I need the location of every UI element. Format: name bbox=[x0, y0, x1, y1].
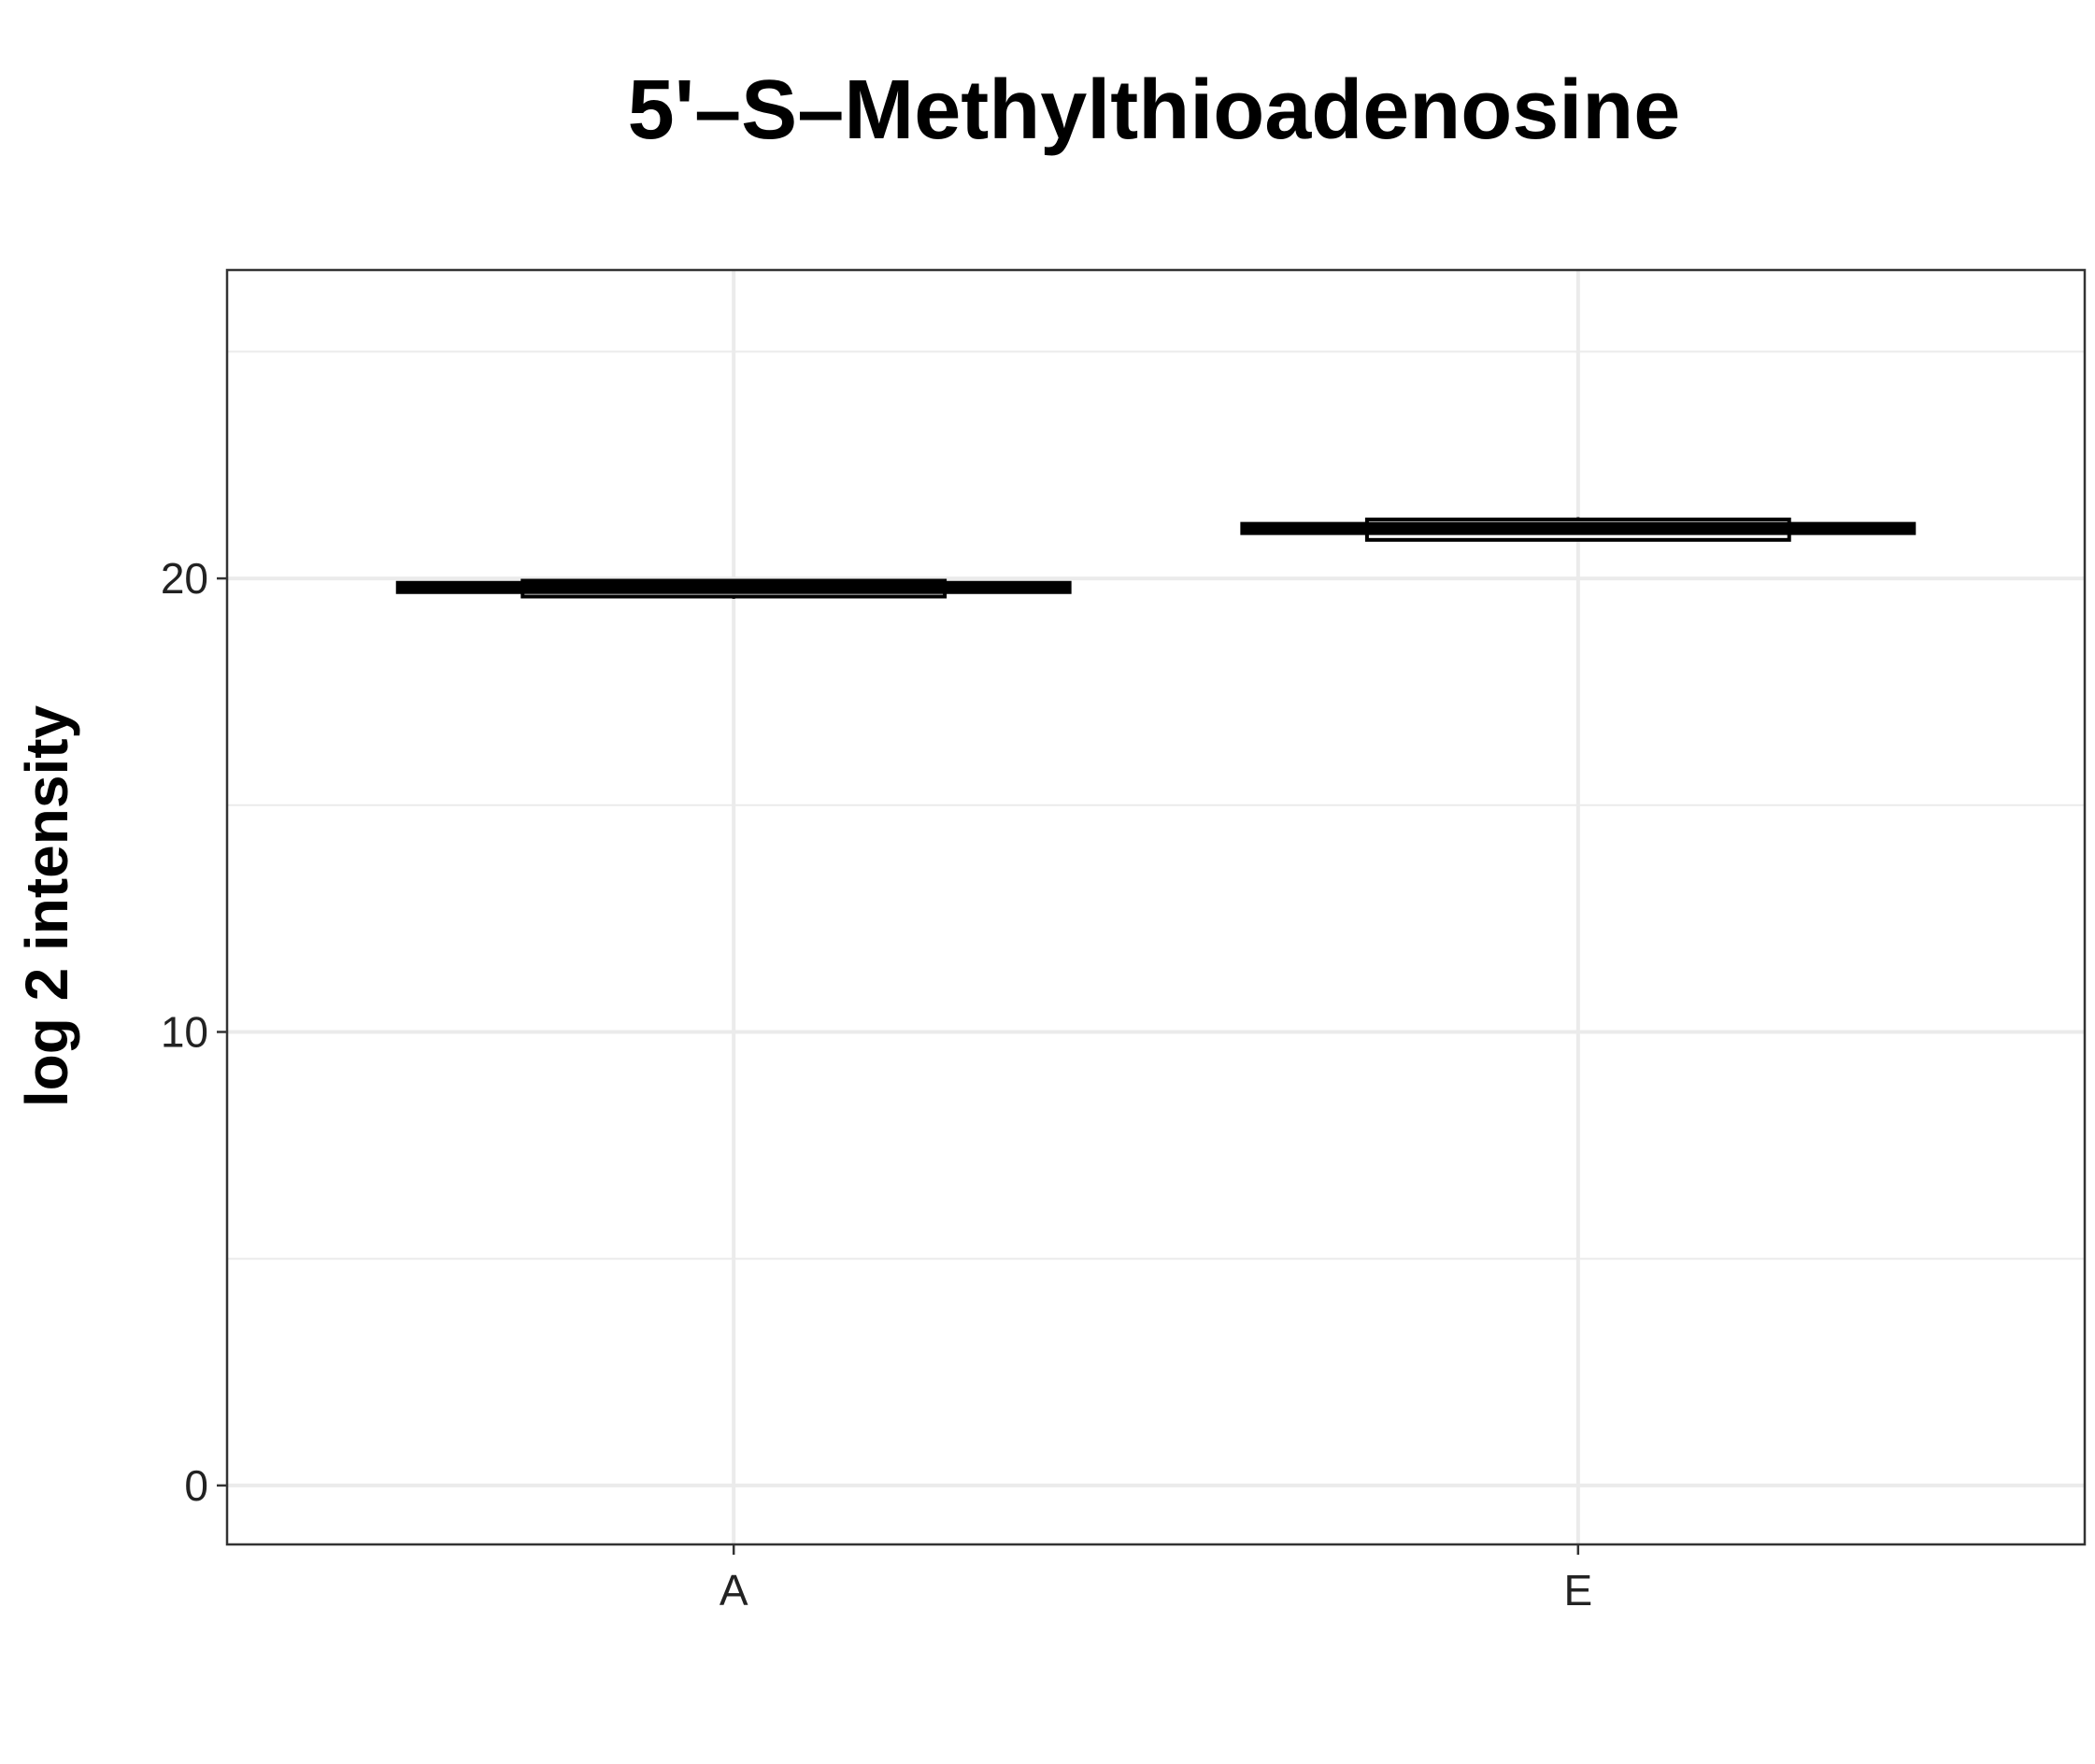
y-tick-label: 0 bbox=[184, 1461, 208, 1510]
plot-panel-border bbox=[225, 268, 2087, 1546]
x-tick-label: A bbox=[720, 1566, 748, 1615]
box-E bbox=[1240, 517, 1917, 542]
x-tick-label: E bbox=[1563, 1566, 1592, 1615]
y-tick-label: 10 bbox=[161, 1007, 208, 1056]
axes: 0 10 20 A E bbox=[161, 554, 1592, 1615]
boxes bbox=[395, 517, 1917, 599]
grid-lines bbox=[227, 270, 2085, 1544]
box-A bbox=[395, 578, 1072, 599]
y-tick-label: 20 bbox=[161, 554, 208, 603]
chart-title: 5'–S–Methylthioadenosine bbox=[628, 64, 1681, 157]
y-axis-label: log 2 intensity bbox=[13, 704, 80, 1107]
